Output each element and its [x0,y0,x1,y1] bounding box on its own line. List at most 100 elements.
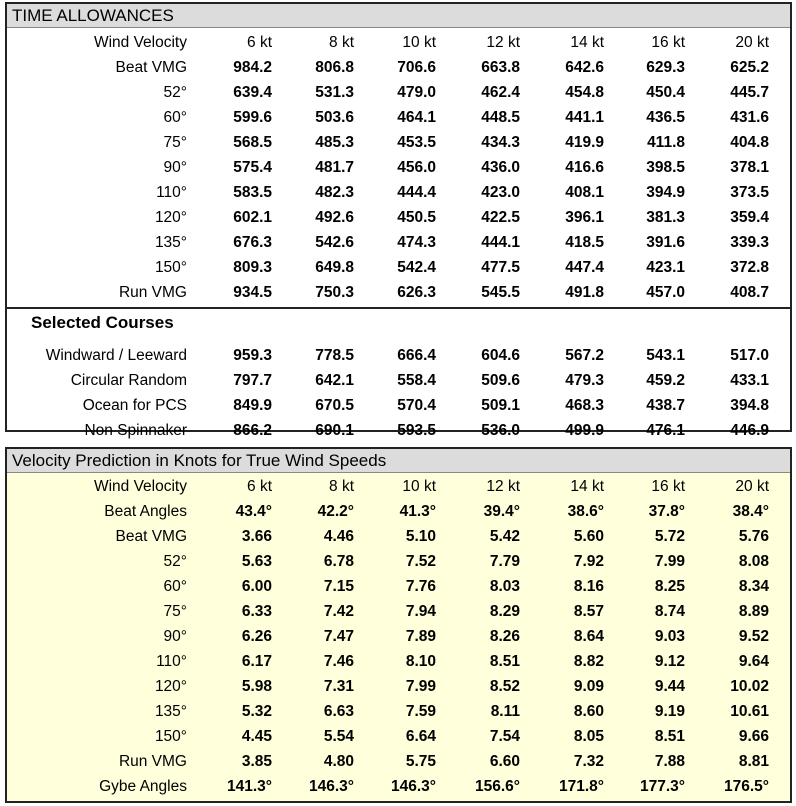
value-cell: 176.5° [724,778,769,795]
row-label: 90° [163,159,187,176]
row-label: 120° [154,209,187,226]
value-cell: 177.3° [640,778,685,795]
table-row: 120° 602.1 492.6 450.5 422.5 396.1 381.3 359.4 [7,205,790,230]
value-cell: 339.3 [730,234,769,251]
table-row: Windward / Leeward 959.3 778.5 666.4 604.6 56… [7,343,790,368]
row-label: 135° [154,234,187,251]
value-cell: 444.4 [397,184,436,201]
value-cell: 7.94 [405,603,436,620]
value-cell: 7.99 [654,553,685,570]
value-cell: 9.03 [654,628,685,645]
value-cell: 4.46 [323,528,354,545]
selected-courses-title: Selected Courses [31,313,174,332]
table-row: 75° 568.5 485.3 453.5 434.3 419.9 411.8 404.8 [7,130,790,155]
value-cell: 450.5 [397,209,436,226]
value-cell: 38.4° [732,503,769,520]
column-header: 12 kt [486,478,520,495]
value-cell: 416.6 [565,159,604,176]
value-cell: 4.80 [323,753,354,770]
value-cell: 626.3 [397,284,436,301]
value-cell: 8.11 [490,703,520,720]
value-cell: 156.6° [475,778,520,795]
value-cell: 5.42 [489,528,520,545]
value-cell: 531.3 [315,84,354,101]
value-cell: 381.3 [646,209,685,226]
row-label: Windward / Leeward [45,347,187,364]
value-cell: 509.1 [481,397,520,414]
row-label: Beat VMG [115,528,188,545]
value-cell: 8.10 [405,653,436,670]
value-cell: 797.7 [233,372,272,389]
table-row: Circular Random 797.7 642.1 558.4 509.6 479.3… [7,368,790,393]
table-row: 150° 809.3 649.8 542.4 477.5 447.4 423.1 372.8 [7,255,790,280]
value-cell: 8.82 [573,653,604,670]
value-cell: 8.64 [573,628,604,645]
value-cell: 6.33 [241,603,272,620]
table-row: Run VMG 3.85 4.80 5.75 6.60 7.32 7.88 8.81 [7,749,790,774]
value-cell: 454.8 [565,84,604,101]
value-cell: 6.78 [323,553,354,570]
value-cell: 146.3° [309,778,354,795]
table-row: 90° 6.26 7.47 7.89 8.26 8.64 9.03 9.52 [7,624,790,649]
row-label: 90° [163,628,187,645]
value-cell: 542.4 [397,259,436,276]
value-cell: 457.0 [646,284,685,301]
value-cell: 6.64 [405,728,436,745]
value-cell: 436.0 [481,159,520,176]
value-cell: 7.52 [405,553,436,570]
value-cell: 545.5 [481,284,520,301]
value-cell: 8.25 [654,578,685,595]
value-cell: 448.5 [481,109,520,126]
table-row: 150° 4.45 5.54 6.64 7.54 8.05 8.51 9.66 [7,724,790,749]
table-row: 135° 5.32 6.63 7.59 8.11 8.60 9.19 10.61 [7,699,790,724]
row-label: Run VMG [118,284,187,301]
table-row: 110° 583.5 482.3 444.4 423.0 408.1 394.9 373.5 [7,180,790,205]
value-cell: 4.45 [241,728,272,745]
value-cell: 459.2 [646,372,685,389]
value-cell: 706.6 [397,59,436,76]
row-label: 60° [163,109,187,126]
row-label: 52° [163,84,187,101]
value-cell: 171.8° [559,778,604,795]
value-cell: 396.1 [565,209,604,226]
value-cell: 462.4 [481,84,520,101]
row-label: 60° [163,578,187,595]
header-label: Wind Velocity [93,34,187,51]
value-cell: 394.8 [730,397,769,414]
value-cell: 509.6 [481,372,520,389]
value-cell: 474.3 [397,234,436,251]
column-header-row: Wind Velocity 6 kt 8 kt 10 kt 12 kt 14 kt 16 k… [7,30,790,55]
value-cell: 438.7 [646,397,685,414]
table-row: 120° 5.98 7.31 7.99 8.52 9.09 9.44 10.02 [7,674,790,699]
value-cell: 8.81 [738,753,769,770]
value-cell: 5.75 [405,753,436,770]
value-cell: 7.89 [405,628,436,645]
time-allowances-title: TIME ALLOWANCES [7,4,790,28]
value-cell: 604.6 [481,347,520,364]
row-label: 75° [163,603,187,620]
value-cell: 568.5 [233,134,272,151]
value-cell: 482.3 [315,184,354,201]
value-cell: 8.08 [738,553,769,570]
row-label: Run VMG [118,753,187,770]
value-cell: 8.16 [573,578,604,595]
value-cell: 398.5 [646,159,685,176]
value-cell: 5.54 [323,728,354,745]
value-cell: 408.7 [730,284,769,301]
row-label: Beat Angles [104,503,187,520]
row-label: Gybe Angles [99,778,187,795]
value-cell: 6.63 [323,703,354,720]
value-cell: 373.5 [730,184,769,201]
value-cell: 639.4 [233,84,272,101]
value-cell: 7.88 [654,753,685,770]
column-header: 6 kt [247,34,272,51]
value-cell: 38.6° [567,503,604,520]
value-cell: 8.05 [573,728,604,745]
value-cell: 629.3 [646,59,685,76]
value-cell: 536.0 [481,422,520,439]
value-cell: 778.5 [315,347,354,364]
value-cell: 39.4° [483,503,520,520]
row-label: 150° [154,728,187,745]
table-row: 52° 639.4 531.3 479.0 462.4 454.8 450.4 445.7 [7,80,790,105]
value-cell: 670.5 [315,397,354,414]
